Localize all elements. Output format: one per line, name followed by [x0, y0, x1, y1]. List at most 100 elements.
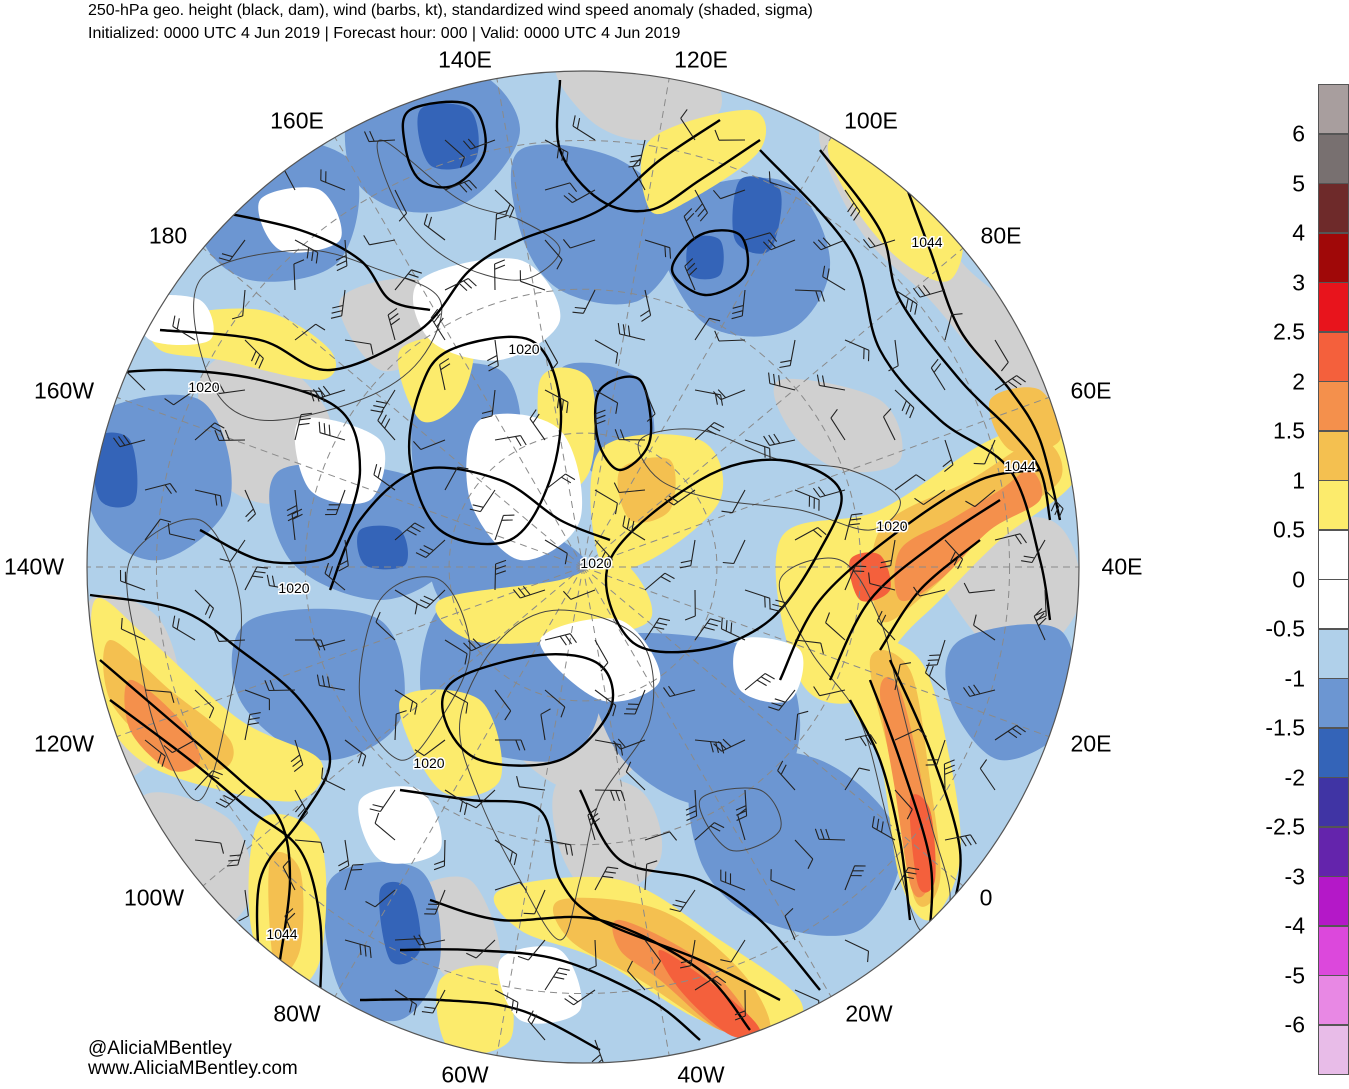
wind-barb	[844, 767, 870, 791]
contour-label: 1044	[266, 926, 297, 942]
lon-label-60e: 60E	[1070, 377, 1112, 404]
meridian-line	[116, 566, 584, 738]
wind-barb	[894, 289, 918, 315]
meridian-line	[582, 396, 1050, 568]
wind-barb	[387, 307, 401, 341]
neutral-region	[294, 417, 386, 505]
colorbar-label: -0.5	[1265, 615, 1305, 642]
wind-barb	[669, 889, 696, 913]
coastline	[637, 428, 901, 531]
wind-barb	[644, 617, 671, 641]
wind-barb	[544, 389, 569, 414]
height-contour	[848, 699, 912, 921]
contour-label: 1044	[911, 234, 942, 250]
wind-barb	[664, 489, 696, 506]
wind-barb	[812, 237, 846, 251]
wind-barb	[244, 689, 270, 711]
height-contour	[399, 788, 781, 1002]
wind-barb	[694, 618, 721, 641]
wind-barb	[487, 339, 499, 372]
wind-barb	[394, 189, 408, 222]
shading-region	[945, 624, 1077, 761]
wind-barb	[883, 408, 896, 441]
wind-barb	[540, 708, 551, 741]
colorbar-swatch	[1318, 826, 1349, 877]
wind-barb	[194, 589, 215, 619]
wind-barb	[720, 869, 746, 891]
wind-barb	[523, 889, 546, 915]
wind-barb	[466, 939, 496, 959]
wind-barb	[463, 638, 496, 652]
wind-barb	[644, 939, 661, 971]
wind-barb	[712, 389, 746, 401]
lon-label-140w: 140W	[3, 553, 65, 580]
contour-label: 1020	[876, 518, 907, 534]
wind-barb	[894, 662, 911, 691]
wind-barb	[481, 389, 496, 420]
lon-label-40w: 40W	[677, 1061, 725, 1088]
map-subtitle: Initialized: 0000 UTC 4 Jun 2019 | Forec…	[88, 25, 681, 42]
wind-barb	[1044, 489, 1064, 519]
wind-barb	[888, 339, 899, 372]
wind-barb	[594, 339, 619, 364]
map-title: 250-hPa geo. height (black, dam), wind (…	[88, 2, 813, 19]
colorbar-swatch	[1318, 777, 1349, 827]
lon-label-120w: 120W	[33, 730, 95, 757]
wind-barb	[912, 285, 946, 298]
wind-barb	[594, 866, 619, 891]
wind-barb	[822, 265, 846, 291]
wind-barb	[294, 839, 325, 854]
wind-barb	[291, 508, 303, 541]
meridian-line	[334, 137, 584, 568]
wind-barb	[444, 689, 469, 714]
shading-region	[640, 109, 767, 215]
wind-barb	[294, 323, 326, 341]
wind-barb	[544, 339, 559, 372]
meridian-line	[116, 396, 584, 568]
wind-barb	[894, 789, 913, 820]
wind-barb	[226, 839, 246, 867]
wind-barb	[444, 789, 468, 816]
colorbar-swatch	[1318, 628, 1349, 679]
height-contour	[604, 458, 843, 654]
lon-label-20w: 20W	[845, 1000, 893, 1027]
wind-barb	[444, 466, 469, 491]
wind-barb	[365, 889, 396, 908]
height-contour	[828, 499, 1001, 681]
wind-barb	[214, 631, 246, 642]
wind-barb	[294, 239, 319, 264]
wind-barb	[871, 816, 896, 841]
wind-barb	[377, 410, 396, 441]
wind-barb	[394, 589, 418, 615]
wind-barb	[215, 789, 246, 808]
wind-barb	[494, 881, 528, 891]
wind-barb	[363, 235, 396, 246]
wind-barb	[814, 828, 846, 841]
wind-barb	[335, 239, 348, 272]
wind-barb	[594, 539, 613, 570]
wind-barb	[868, 572, 896, 591]
wind-barb	[685, 789, 698, 822]
lon-label-80e: 80E	[980, 222, 1022, 249]
wind-barb	[1033, 608, 1047, 641]
wind-barb	[926, 639, 946, 666]
wind-barb	[373, 464, 396, 491]
wind-barb	[214, 429, 246, 441]
neutral-region	[136, 294, 214, 346]
shading-region	[773, 378, 903, 473]
height-contour	[759, 149, 1052, 621]
wind-barb	[244, 712, 261, 741]
wind-barb	[632, 158, 646, 191]
wind-barb	[694, 189, 708, 222]
wind-barb	[943, 759, 956, 791]
wind-barb	[119, 569, 146, 591]
lon-label-100w: 100W	[123, 884, 185, 911]
wind-barb	[963, 582, 996, 594]
wind-barbs	[113, 109, 1064, 1063]
wind-barb	[973, 614, 996, 641]
wind-barb	[544, 967, 570, 991]
lon-label-120e: 120E	[674, 46, 728, 73]
colorbar-swatch	[1318, 183, 1349, 233]
wind-barb	[844, 939, 870, 963]
wind-barb	[591, 1039, 605, 1063]
